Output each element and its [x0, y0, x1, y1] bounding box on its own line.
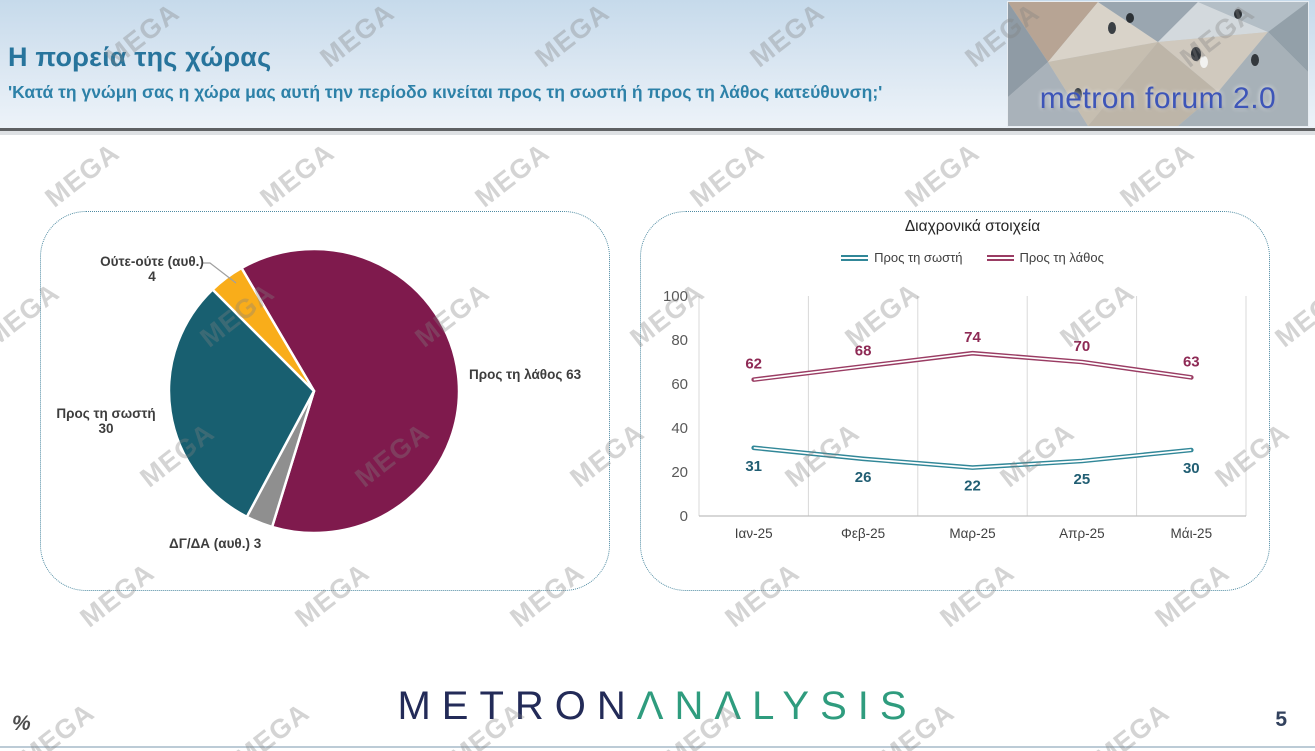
series-line-core-1: [753, 352, 1192, 381]
y-tick-label: 0: [680, 508, 688, 525]
watermark-text: MEGA: [684, 137, 770, 214]
y-tick-label: 40: [671, 420, 688, 437]
line-panel: Διαχρονικά στοιχεία Προς τη σωστή Προς τ…: [640, 211, 1270, 591]
line-chart-legend: Προς τη σωστή Προς τη λάθος: [699, 250, 1246, 265]
x-category-label-1: Φεβ-25: [841, 526, 885, 541]
metron-forum-logo-image: [1008, 2, 1308, 126]
pie-label-neither-value: 4: [148, 269, 156, 284]
legend-swatch-wrong-direction: [986, 254, 1014, 261]
pie-slice-0: [240, 247, 461, 535]
data-label-0-3: 25: [1074, 471, 1091, 488]
y-tick-label: 20: [671, 464, 688, 481]
brand-analysis: ΛNΛLYSIS: [636, 684, 918, 728]
data-label-1-3: 70: [1074, 338, 1091, 355]
legend-label-wrong-direction: Προς τη λάθος: [1019, 250, 1104, 265]
legend-item-right-direction: Προς τη σωστή: [841, 250, 963, 265]
line-chart: 0 20 40 60 80 100 Ιαν-25 Φεβ-25 Μαρ-25 Απρ-25 Μάι-…: [663, 288, 1247, 541]
x-category-label-3: Απρ-25: [1059, 526, 1105, 541]
bottom-divider: [0, 746, 1315, 748]
pie-label-right-direction-text: Προς τη σωστή: [56, 406, 156, 421]
y-tick-label: 100: [663, 288, 688, 305]
data-label-1-2: 74: [964, 329, 981, 346]
pie-slice-3: [211, 266, 316, 393]
x-category-label-0: Ιαν-25: [735, 526, 773, 541]
percent-symbol: %: [12, 712, 31, 735]
legend-label-right-direction: Προς τη σωστή: [874, 250, 963, 265]
pie-leader-line: [203, 262, 237, 284]
pie-label-neither-text: Ούτε-ούτε (αυθ.): [100, 254, 204, 269]
pie-label-right-direction-value: 30: [98, 421, 114, 436]
pie-label-dk-na: ΔΓ/ΔΑ (αυθ.) 3: [169, 536, 262, 551]
pie-label-wrong-direction: Προς τη λάθος 63: [469, 367, 582, 382]
data-label-1-0: 62: [745, 356, 762, 373]
data-label-1-1: 68: [855, 342, 872, 359]
watermark-text: MEGA: [254, 137, 340, 214]
pie-label-neither: Ούτε-ούτε (αυθ.) 4: [82, 254, 222, 284]
series-line-0: [751, 445, 1194, 470]
line-chart-title: Διαχρονικά στοιχεία: [904, 218, 1041, 235]
watermark-text: MEGA: [1269, 277, 1315, 354]
y-tick-label: 60: [671, 376, 688, 393]
pie-slice-2: [167, 288, 316, 519]
brand-metron: METRON: [397, 684, 637, 728]
legend-swatch-right-direction: [841, 254, 869, 261]
x-category-label-4: Μάι-25: [1171, 526, 1213, 541]
series-line-1: [751, 350, 1194, 382]
footer-brand: METRONΛNΛLYSIS: [0, 684, 1315, 729]
pie-label-right-direction: Προς τη σωστή 30: [56, 406, 156, 436]
data-label-0-1: 26: [855, 469, 872, 486]
data-label-0-4: 30: [1183, 460, 1200, 477]
watermark-text: MEGA: [39, 137, 125, 214]
x-category-label-2: Μαρ-25: [949, 526, 995, 541]
pie-chart: [167, 247, 461, 535]
page-title: Η πορεία της χώρας: [8, 42, 272, 72]
page-number: 5: [1275, 708, 1287, 731]
y-tick-label: 80: [671, 332, 688, 349]
pie-panel: Ούτε-ούτε (αυθ.) 4 Προς τη σωστή 30 ΔΓ/Δ…: [40, 211, 610, 591]
metron-forum-logo-text: metron forum 2.0: [1039, 82, 1277, 115]
data-label-1-4: 63: [1183, 353, 1200, 370]
watermark-text: MEGA: [0, 417, 5, 494]
legend-item-wrong-direction: Προς τη λάθος: [986, 250, 1104, 265]
metron-forum-logo: metron forum 2.0: [1008, 2, 1308, 126]
page-subtitle: 'Κατά τη γνώμη σας η χώρα μας αυτή την π…: [8, 82, 883, 102]
series-line-core-0: [753, 446, 1192, 469]
slide-header: Η πορεία της χώρας 'Κατά τη γνώμη σας η …: [0, 0, 1315, 131]
watermark-text: MEGA: [469, 137, 555, 214]
data-label-0-2: 22: [964, 478, 981, 495]
watermark-text: MEGA: [1114, 137, 1200, 214]
watermark-text: MEGA: [899, 137, 985, 214]
data-label-0-0: 31: [745, 458, 762, 475]
